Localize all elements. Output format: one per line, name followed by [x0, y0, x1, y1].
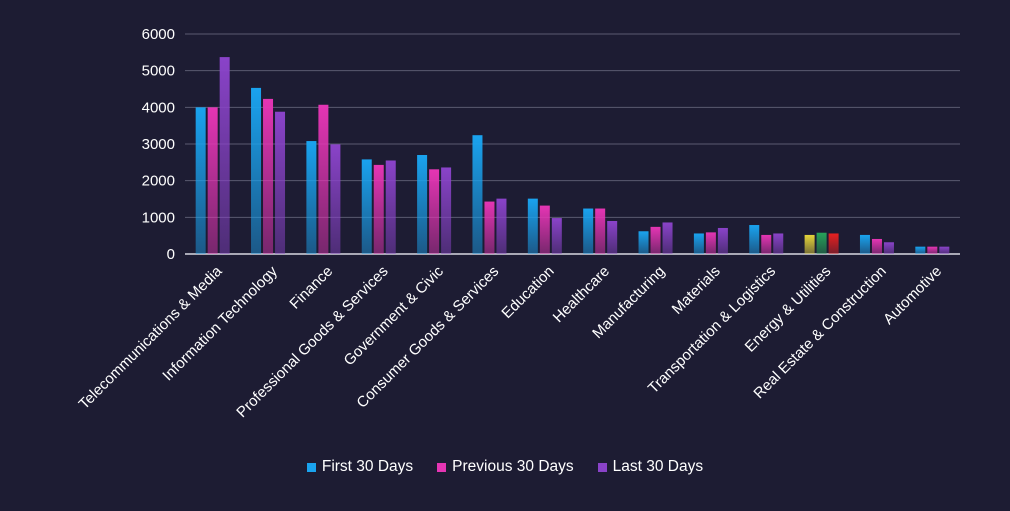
bar	[417, 155, 428, 254]
bar	[441, 167, 452, 254]
bar	[650, 226, 661, 254]
y-tick-label: 6000	[142, 26, 175, 43]
bar	[429, 169, 440, 254]
y-tick-label: 4000	[142, 99, 175, 116]
bar	[761, 234, 772, 254]
legend-item: Last 30 Days	[597, 458, 704, 476]
bar	[927, 246, 938, 254]
bar	[828, 233, 839, 254]
legend-label: Previous 30 Days	[452, 458, 574, 475]
bar	[583, 208, 594, 254]
bar	[595, 208, 606, 254]
bar	[539, 205, 550, 254]
bar	[871, 238, 882, 254]
x-tick-label: Automotive	[880, 263, 945, 328]
bar	[693, 233, 704, 254]
y-tick-label: 5000	[142, 63, 175, 80]
bar	[804, 234, 815, 254]
y-tick-label: 0	[167, 246, 175, 263]
bar	[662, 222, 673, 254]
bar	[385, 160, 396, 254]
bar	[915, 246, 926, 254]
x-tick-label: Government & Civic	[341, 262, 448, 369]
legend-swatch	[437, 462, 447, 472]
legend-item: Previous 30 Days	[437, 458, 574, 476]
bar	[195, 107, 206, 254]
bar	[705, 232, 716, 254]
bar	[638, 231, 649, 254]
bar	[607, 221, 618, 254]
bar	[749, 225, 760, 254]
bar	[251, 87, 262, 255]
legend-item: First 30 Days	[306, 458, 414, 476]
bar	[883, 242, 894, 254]
bar	[816, 232, 827, 254]
bar	[330, 144, 341, 254]
bar	[472, 135, 483, 254]
bar	[717, 227, 728, 254]
legend-label: First 30 Days	[321, 458, 414, 475]
x-tick-label: Materials	[669, 263, 724, 318]
legend-swatch	[597, 462, 607, 472]
bar	[527, 198, 538, 254]
bar	[219, 57, 230, 254]
legend-swatch	[306, 462, 316, 472]
bar	[496, 198, 507, 254]
bar	[306, 141, 317, 254]
bar	[373, 164, 384, 254]
bar	[318, 104, 329, 255]
bar	[551, 218, 562, 254]
y-tick-label: 1000	[142, 209, 175, 226]
bar	[773, 233, 784, 254]
y-tick-label: 2000	[142, 173, 175, 190]
bar	[275, 111, 286, 254]
bar	[263, 98, 274, 255]
legend: First 30 Days Previous 30 Days Last 30 Day…	[0, 458, 1010, 476]
bar	[361, 159, 372, 254]
bar	[859, 234, 870, 254]
bar	[484, 201, 495, 254]
bar	[939, 246, 950, 254]
y-tick-label: 3000	[142, 136, 175, 153]
x-tick-label: Education	[498, 263, 557, 322]
legend-label: Last 30 Days	[612, 458, 704, 475]
bar	[207, 107, 218, 254]
x-tick-label: Information Technology	[159, 262, 281, 384]
x-tick-label: Finance	[286, 263, 336, 313]
